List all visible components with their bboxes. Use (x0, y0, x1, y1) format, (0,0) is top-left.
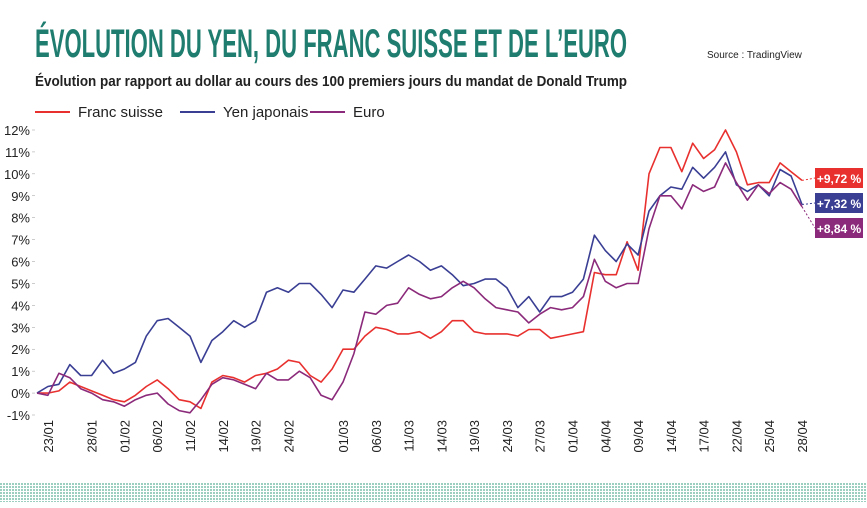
series-line (37, 129, 803, 410)
leader-line (801, 202, 816, 206)
end-label: +8,84 % (817, 222, 862, 236)
x-tick-label: 27/03 (533, 420, 548, 453)
y-tick-label: 5% (11, 276, 30, 291)
x-tick-label: 04/04 (598, 420, 613, 453)
x-tick-label: 01/03 (336, 420, 351, 453)
series-line (36, 151, 803, 394)
x-tick-label: 01/04 (566, 420, 581, 453)
x-tick-label: 14/04 (664, 420, 679, 453)
y-tick-label: 0% (11, 386, 30, 401)
end-label-box (815, 218, 863, 238)
source: Source : TradingView (707, 50, 803, 61)
subtitle: Évolution par rapport au dollar au cours… (35, 73, 627, 90)
y-tick-label: 3% (11, 320, 30, 335)
x-tick-label: 17/04 (697, 420, 712, 453)
y-tick-label: -1% (7, 408, 31, 423)
y-tick-label: 2% (11, 342, 30, 357)
y-tick-label: 1% (11, 364, 30, 379)
leader-line (801, 177, 816, 181)
end-label-box (815, 168, 863, 188)
legend-label: Euro (353, 104, 385, 121)
y-tick-label: 12% (4, 123, 30, 138)
chart-title: ÉVOLUTION DU YEN, DU FRANC SUISSE ET DE … (35, 21, 627, 66)
series-line (36, 162, 803, 414)
x-tick-label: 19/03 (467, 420, 482, 453)
y-tick-label: 6% (11, 255, 30, 270)
y-tick-label: 9% (11, 189, 30, 204)
x-tick-label: 11/03 (402, 420, 417, 452)
leader-line (801, 206, 816, 229)
x-tick-label: 22/04 (729, 420, 744, 453)
footer-band (0, 482, 867, 502)
y-tick-label: 8% (11, 211, 30, 226)
x-tick-label: 14/03 (434, 420, 449, 453)
y-tick-label: 4% (11, 298, 30, 313)
x-tick-label: 19/02 (249, 420, 264, 453)
y-tick-label: 10% (4, 167, 30, 182)
x-tick-label: 06/03 (369, 420, 384, 453)
x-tick-label: 09/04 (631, 420, 646, 453)
end-label-box (815, 193, 863, 213)
legend-label: Franc suisse (78, 104, 163, 121)
y-tick-label: 11% (5, 145, 30, 160)
legend-label: Yen japonais (223, 104, 308, 121)
end-label: +7,32 % (817, 197, 862, 211)
x-tick-label: 24/03 (500, 420, 515, 453)
x-tick-label: 06/02 (150, 420, 165, 453)
x-tick-label: 11/02 (183, 420, 198, 452)
x-tick-label: 28/04 (795, 420, 810, 453)
x-tick-label: 24/02 (281, 420, 296, 453)
x-tick-label: 28/01 (85, 420, 100, 453)
x-tick-label: 25/04 (762, 420, 777, 453)
end-label: +9,72 % (817, 172, 862, 186)
x-tick-label: 23/01 (41, 420, 56, 453)
y-tick-label: 7% (11, 233, 30, 248)
x-tick-label: 14/02 (216, 420, 231, 453)
x-tick-label: 01/02 (117, 420, 132, 453)
